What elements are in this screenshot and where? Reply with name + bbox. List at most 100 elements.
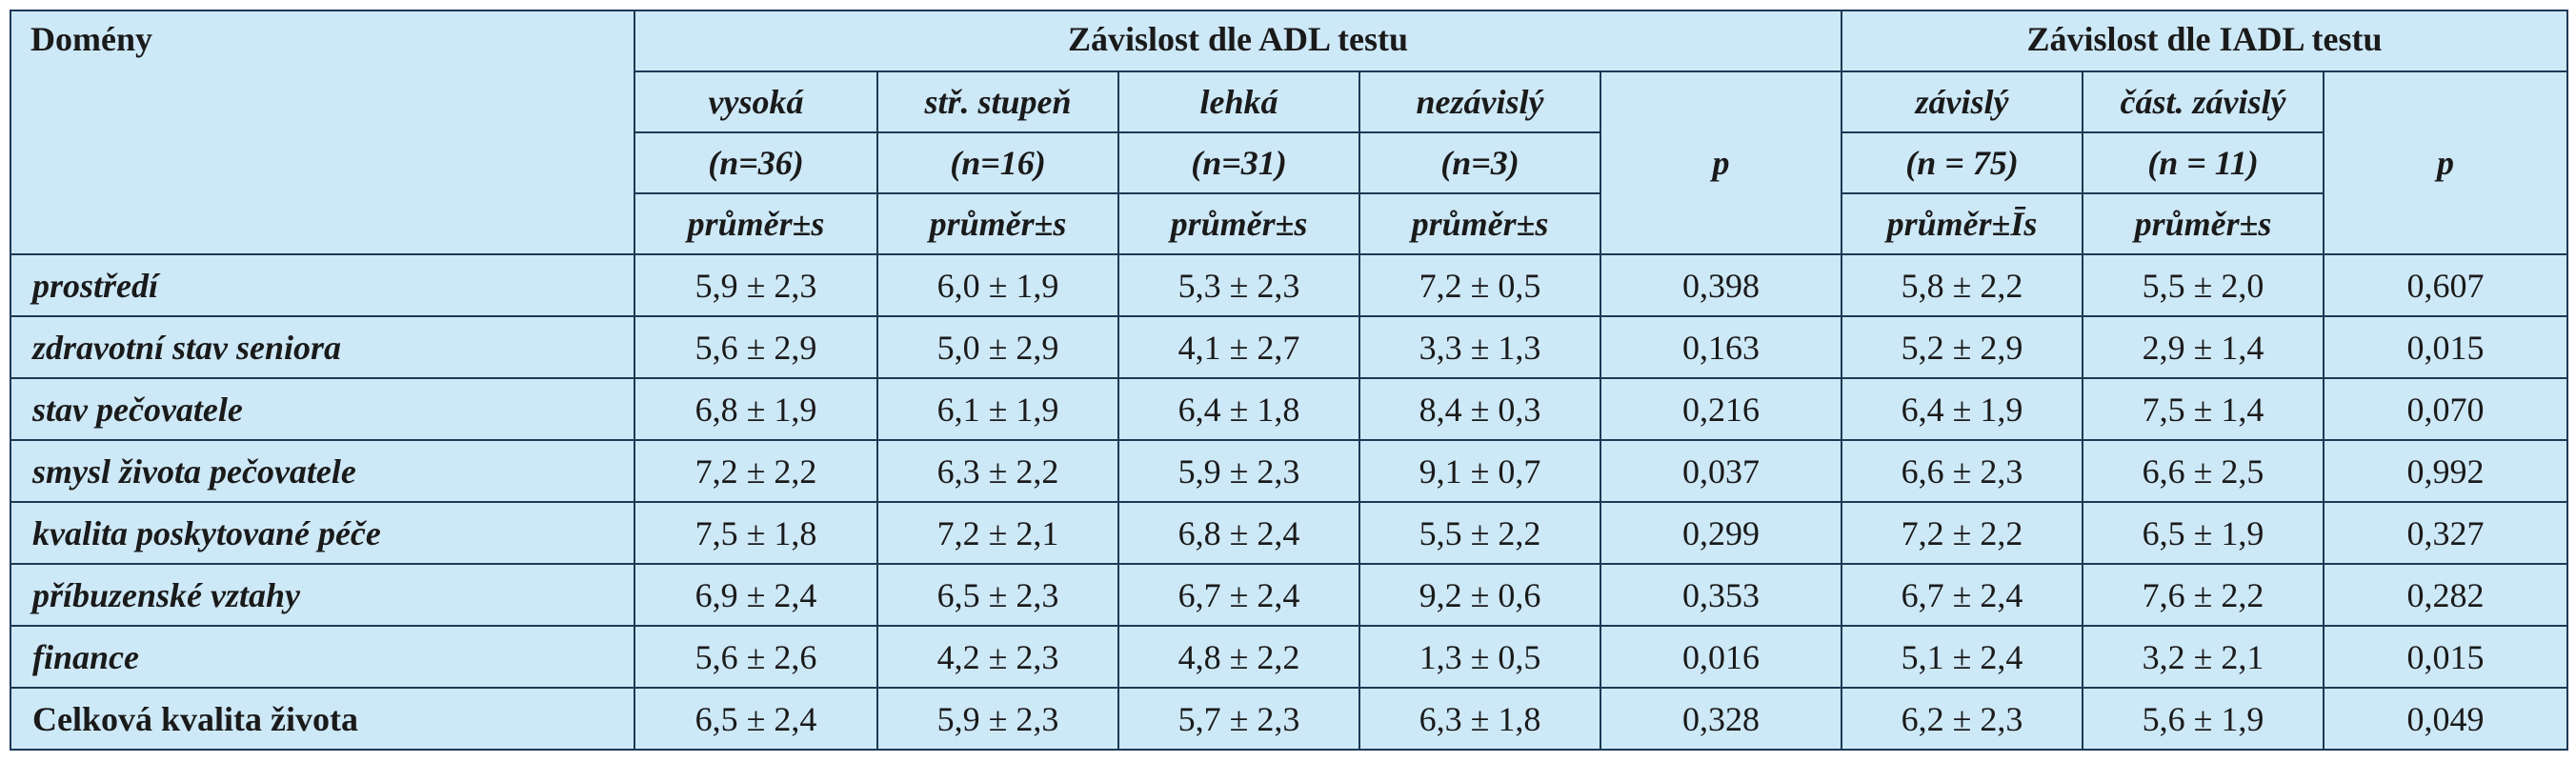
value-cell: 6,7 ± 2,4 [1841, 563, 2084, 627]
value-cell: 7,2 ± 2,1 [876, 501, 1119, 565]
value-cell: 5,0 ± 2,9 [876, 315, 1119, 379]
iadl-col-stat: průměr±s [2082, 192, 2325, 255]
value-cell: 3,2 ± 2,1 [2082, 625, 2325, 689]
table-row: smysl života pečovatele 7,2 ± 2,2 6,3 ± … [10, 439, 2569, 503]
value-cell: 3,3 ± 1,3 [1358, 315, 1601, 379]
value-cell: 5,9 ± 2,3 [634, 253, 878, 317]
value-cell: 6,5 ± 1,9 [2082, 501, 2325, 565]
table-row: zdravotní stav seniora 5,6 ± 2,9 5,0 ± 2… [10, 315, 2569, 379]
value-cell: 6,3 ± 1,8 [1358, 687, 1601, 751]
value-cell: 7,6 ± 2,2 [2082, 563, 2325, 627]
value-cell: 6,6 ± 2,5 [2082, 439, 2325, 503]
adl-col-stat: průměr±s [634, 192, 878, 255]
adl-col-n: (n=16) [876, 131, 1119, 194]
header-row-names: vysoká stř. stupeň lehká nezávislý p záv… [10, 70, 2569, 255]
adl-col-n: (n=31) [1117, 131, 1360, 194]
table-row: finance 5,6 ± 2,6 4,2 ± 2,3 4,8 ± 2,2 1,… [10, 625, 2569, 689]
value-cell: 6,3 ± 2,2 [876, 439, 1119, 503]
value-cell: 5,5 ± 2,2 [1358, 501, 1601, 565]
value-cell: 4,2 ± 2,3 [876, 625, 1119, 689]
table-row: příbuzenské vztahy 6,9 ± 2,4 6,5 ± 2,3 6… [10, 563, 2569, 627]
p-value-cell: 0,015 [2323, 315, 2569, 379]
value-cell: 4,1 ± 2,7 [1117, 315, 1360, 379]
value-cell: 6,6 ± 2,3 [1841, 439, 2084, 503]
value-cell: 6,8 ± 1,9 [634, 377, 878, 441]
results-table: Domény Závislost dle ADL testu Závislost… [10, 10, 2569, 751]
table-row: kvalita poskytované péče 7,5 ± 1,8 7,2 ±… [10, 501, 2569, 565]
domain-cell: příbuzenské vztahy [10, 563, 635, 627]
domains-header: Domény [10, 10, 635, 255]
p-value-cell: 0,992 [2323, 439, 2569, 503]
domain-cell: kvalita poskytované péče [10, 501, 635, 565]
p-value-cell: 0,353 [1599, 563, 1843, 627]
p-value-cell: 0,299 [1599, 501, 1843, 565]
p-value-cell: 0,328 [1599, 687, 1843, 751]
adl-col-name: stř. stupeň [876, 70, 1119, 133]
iadl-col-stat: průměr±Īs [1841, 192, 2084, 255]
iadl-col-name: závislý [1841, 70, 2084, 133]
table-row: prostředí 5,9 ± 2,3 6,0 ± 1,9 5,3 ± 2,3 … [10, 253, 2569, 317]
value-cell: 5,3 ± 2,3 [1117, 253, 1360, 317]
table-row: Celková kvalita života 6,5 ± 2,4 5,9 ± 2… [10, 687, 2569, 751]
value-cell: 9,1 ± 0,7 [1358, 439, 1601, 503]
p-value-cell: 0,282 [2323, 563, 2569, 627]
value-cell: 5,2 ± 2,9 [1841, 315, 2084, 379]
domain-cell: smysl života pečovatele [10, 439, 635, 503]
value-cell: 5,9 ± 2,3 [1117, 439, 1360, 503]
adl-col-stat: průměr±s [1358, 192, 1601, 255]
p-value-cell: 0,049 [2323, 687, 2569, 751]
p-iadl-header: p [2323, 70, 2569, 255]
value-cell: 5,1 ± 2,4 [1841, 625, 2084, 689]
p-value-cell: 0,607 [2323, 253, 2569, 317]
value-cell: 6,5 ± 2,4 [634, 687, 878, 751]
domain-cell-total: Celková kvalita života [10, 687, 635, 751]
value-cell: 6,4 ± 1,9 [1841, 377, 2084, 441]
p-value-cell: 0,398 [1599, 253, 1843, 317]
value-cell: 7,5 ± 1,8 [634, 501, 878, 565]
adl-col-name: vysoká [634, 70, 878, 133]
adl-col-stat: průměr±s [876, 192, 1119, 255]
value-cell: 7,2 ± 0,5 [1358, 253, 1601, 317]
value-cell: 8,4 ± 0,3 [1358, 377, 1601, 441]
adl-col-name: nezávislý [1358, 70, 1601, 133]
iadl-col-n: (n = 11) [2082, 131, 2325, 194]
value-cell: 5,6 ± 2,6 [634, 625, 878, 689]
value-cell: 6,4 ± 1,8 [1117, 377, 1360, 441]
value-cell: 6,7 ± 2,4 [1117, 563, 1360, 627]
value-cell: 5,6 ± 2,9 [634, 315, 878, 379]
value-cell: 6,1 ± 1,9 [876, 377, 1119, 441]
value-cell: 7,5 ± 1,4 [2082, 377, 2325, 441]
value-cell: 6,2 ± 2,3 [1841, 687, 2084, 751]
value-cell: 7,2 ± 2,2 [1841, 501, 2084, 565]
value-cell: 5,6 ± 1,9 [2082, 687, 2325, 751]
domain-cell: prostředí [10, 253, 635, 317]
value-cell: 6,5 ± 2,3 [876, 563, 1119, 627]
p-adl-header: p [1599, 70, 1843, 255]
iadl-col-n: (n = 75) [1841, 131, 2084, 194]
domain-cell: zdravotní stav seniora [10, 315, 635, 379]
adl-col-n: (n=3) [1358, 131, 1601, 194]
domain-cell: finance [10, 625, 635, 689]
iadl-col-name: část. závislý [2082, 70, 2325, 133]
p-value-cell: 0,037 [1599, 439, 1843, 503]
p-value-cell: 0,015 [2323, 625, 2569, 689]
adl-group-header: Závislost dle ADL testu [633, 10, 1843, 72]
value-cell: 5,7 ± 2,3 [1117, 687, 1360, 751]
value-cell: 9,2 ± 0,6 [1358, 563, 1601, 627]
header-row-n: (n=36) (n=16) (n=31) (n=3) (n = 75) (n =… [10, 131, 2567, 194]
p-value-cell: 0,327 [2323, 501, 2569, 565]
value-cell: 6,0 ± 1,9 [876, 253, 1119, 317]
value-cell: 4,8 ± 2,2 [1117, 625, 1360, 689]
header-row-stat: průměr±s průměr±s průměr±s průměr±s prům… [10, 192, 2567, 255]
value-cell: 6,8 ± 2,4 [1117, 501, 1360, 565]
adl-col-name: lehká [1117, 70, 1360, 133]
value-cell: 6,9 ± 2,4 [634, 563, 878, 627]
p-value-cell: 0,070 [2323, 377, 2569, 441]
value-cell: 7,2 ± 2,2 [634, 439, 878, 503]
domain-cell: stav pečovatele [10, 377, 635, 441]
table-row: stav pečovatele 6,8 ± 1,9 6,1 ± 1,9 6,4 … [10, 377, 2569, 441]
adl-col-stat: průměr±s [1117, 192, 1360, 255]
p-value-cell: 0,016 [1599, 625, 1843, 689]
value-cell: 5,5 ± 2,0 [2082, 253, 2325, 317]
value-cell: 5,8 ± 2,2 [1841, 253, 2084, 317]
